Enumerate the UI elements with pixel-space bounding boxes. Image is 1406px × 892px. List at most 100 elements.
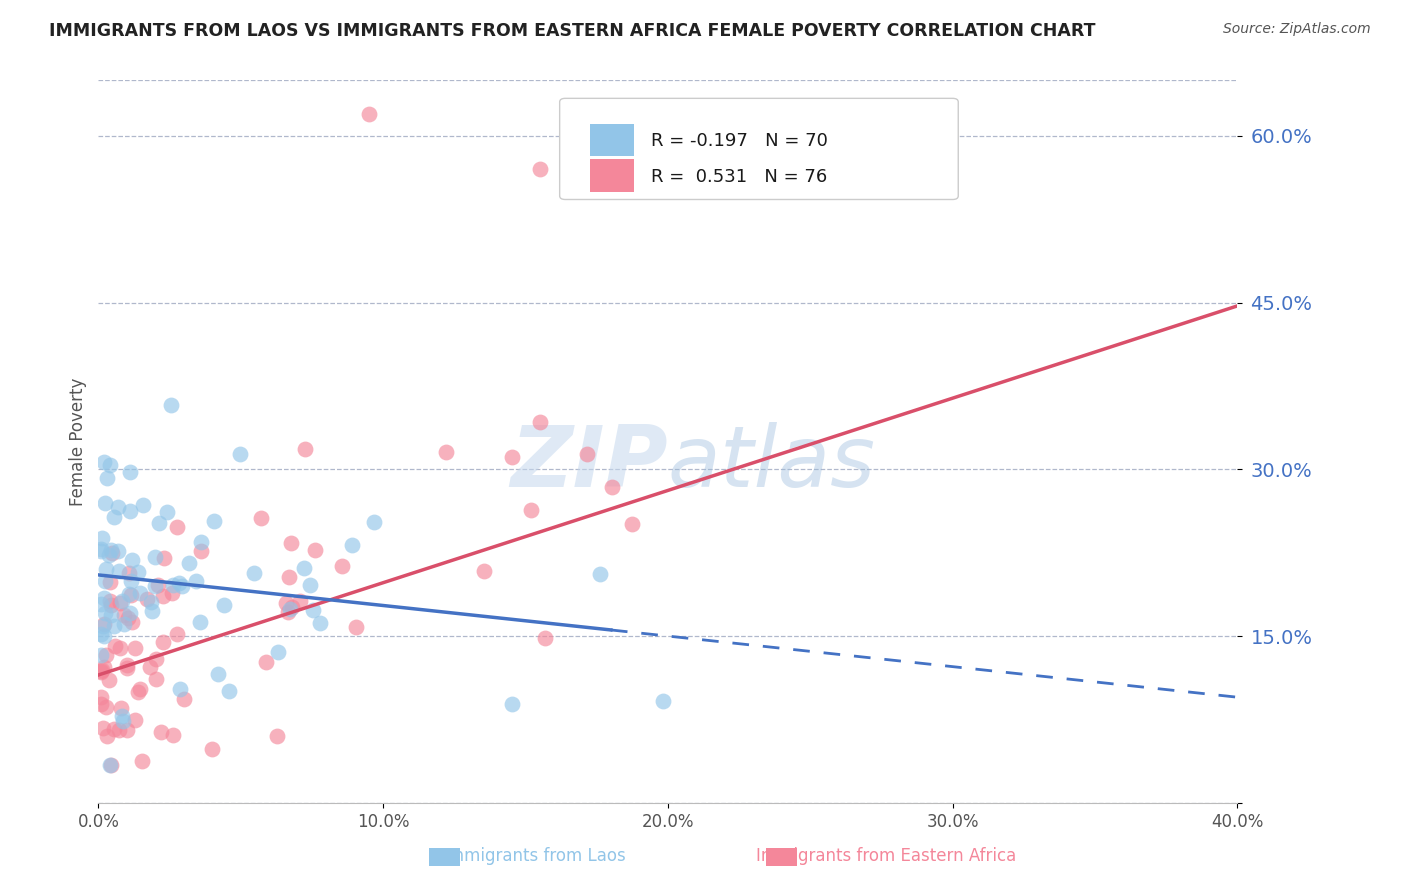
Point [357,106,380,120]
Point [103,618,125,632]
Point [96,471,118,485]
Point [110,596,132,610]
Point [90,697,112,711]
Point [288,594,311,608]
Point [115,723,138,737]
Point [127,685,149,699]
Point [294,442,316,456]
Point [173,691,195,706]
Text: R = -0.197   N = 70: R = -0.197 N = 70 [651,132,828,151]
Point [153,550,176,565]
Point [94,562,117,576]
Point [100,607,122,622]
Point [112,617,135,632]
Point [131,754,153,768]
Point [94,574,117,588]
Point [110,700,132,714]
FancyBboxPatch shape [591,123,634,156]
Point [129,586,152,600]
Point [212,599,235,613]
Point [90,690,112,704]
Point [166,627,188,641]
Point [184,574,207,588]
Point [101,546,124,560]
Point [152,635,174,649]
Text: R =  0.531   N = 76: R = 0.531 N = 76 [651,168,827,186]
Point [108,723,131,738]
Point [118,587,141,601]
Point [98,575,121,590]
Point [159,398,181,412]
Point [90,664,112,678]
Point [103,510,125,524]
Point [120,465,142,479]
Point [120,574,142,588]
Point [115,661,138,675]
Point [124,713,146,727]
Point [162,578,184,592]
Point [534,631,557,645]
Point [218,684,240,698]
Point [121,615,143,629]
Point [166,519,188,533]
Point [143,579,166,593]
Point [267,645,290,659]
Point [177,556,200,570]
Point [250,511,273,525]
Point [169,682,191,697]
Point [112,714,135,729]
Point [201,742,224,756]
Point [304,542,326,557]
Text: atlas: atlas [668,422,876,505]
Point [104,639,127,653]
Point [100,757,122,772]
Point [90,626,112,640]
Point [94,606,117,620]
Point [243,566,266,580]
Point [98,673,121,687]
Point [292,561,315,575]
Point [124,640,146,655]
Point [111,709,134,723]
Point [91,619,114,633]
Point [308,616,330,631]
Point [93,616,115,631]
Point [363,515,385,529]
Point [108,564,131,578]
Point [501,697,523,711]
Text: Immigrants from Eastern Africa: Immigrants from Eastern Africa [755,847,1017,865]
Point [277,606,299,620]
Point [139,660,162,674]
Point [118,606,141,620]
Point [280,536,302,550]
Point [90,597,112,611]
Point [621,517,644,532]
Point [145,672,167,686]
Point [90,665,112,679]
Point [589,567,612,582]
Point [278,569,301,583]
Point [529,162,551,177]
Point [107,500,129,514]
Point [501,450,523,464]
Point [141,604,163,618]
Point [111,594,134,608]
Point [93,591,115,605]
FancyBboxPatch shape [591,159,634,192]
Point [129,682,152,697]
Point [94,496,117,510]
Text: IMMIGRANTS FROM LAOS VS IMMIGRANTS FROM EASTERN AFRICA FEMALE POVERTY CORRELATIO: IMMIGRANTS FROM LAOS VS IMMIGRANTS FROM … [49,22,1095,40]
Point [98,458,121,472]
Point [146,577,169,591]
Point [93,660,115,674]
Point [127,565,149,579]
Point [190,534,212,549]
Point [118,566,141,580]
Point [281,599,304,614]
Point [96,648,118,663]
Point [344,620,367,634]
Point [152,589,174,603]
Point [529,415,551,429]
Point [91,721,114,735]
Point [143,550,166,565]
